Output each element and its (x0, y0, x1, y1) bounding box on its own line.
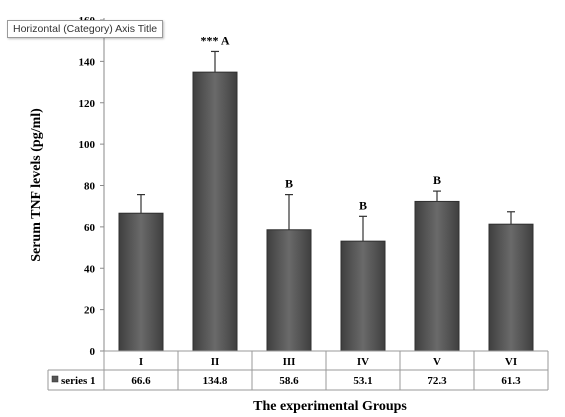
y-tick-label: 100 (79, 139, 96, 151)
x-category-label: IV (357, 356, 369, 368)
x-category-label: VI (505, 356, 517, 368)
x-category-label: V (433, 356, 441, 368)
bar-IV (340, 240, 386, 352)
table-value: 53.1 (353, 375, 372, 387)
bar-II (192, 71, 238, 352)
error-bars (137, 50, 515, 242)
y-axis-ticks: 020406080100120140160 (79, 15, 104, 358)
bar-annotation: B (359, 198, 367, 212)
bar-V (414, 200, 460, 352)
y-tick-label: 0 (90, 346, 96, 358)
significance-annotations: *** A B B B (200, 33, 441, 212)
data-table: I 66.6 II 134.8 III 58.6 IV 53.1 V 72.3 VI 61.3 seri… (47, 350, 549, 391)
bars (118, 71, 534, 352)
bar-annotation: *** A (200, 33, 229, 47)
table-value: 66.6 (131, 375, 151, 387)
y-tick-label: 80 (84, 181, 96, 193)
bar-annotation: B (433, 173, 441, 187)
table-value: 134.8 (203, 375, 228, 387)
bar-III (266, 229, 312, 352)
y-tick-label: 60 (84, 222, 96, 234)
legend-key (51, 375, 59, 383)
x-category-label: I (139, 356, 143, 368)
bar-I (118, 212, 164, 352)
y-axis-title: Serum TNF levels (pg/ml) (29, 108, 44, 262)
table-value: 61.3 (501, 375, 521, 387)
x-axis-title: The experimental Groups (253, 399, 407, 414)
x-category-label: III (283, 356, 296, 368)
bar-VI (488, 223, 534, 352)
bar-annotation: B (285, 177, 293, 191)
table-value: 72.3 (427, 375, 447, 387)
y-tick-label: 40 (84, 263, 96, 275)
x-category-label: II (211, 356, 220, 368)
y-tick-label: 140 (79, 56, 96, 68)
table-value: 58.6 (279, 375, 299, 387)
legend-series-name: series 1 (61, 375, 96, 387)
y-tick-label: 120 (79, 98, 96, 110)
axis-title-tooltip: Horizontal (Category) Axis Title (7, 20, 164, 38)
y-tick-label: 20 (84, 305, 96, 317)
